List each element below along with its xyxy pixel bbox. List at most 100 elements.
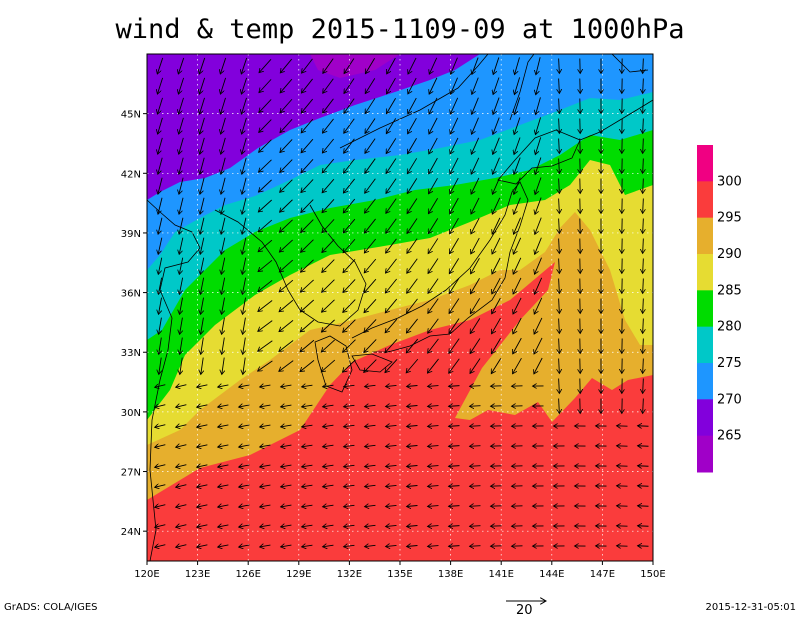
reference-vector-label: 20 [516,603,533,618]
wind-vector [239,485,250,487]
wind-vector [242,157,247,174]
wind-vector [643,158,644,174]
wind-vector [258,179,272,192]
wind-vector [643,318,644,334]
wind-vector [364,278,377,293]
wind-vector [259,58,272,72]
wind-vector [407,278,418,293]
wind-vector [155,465,166,468]
wind-vector [429,97,438,114]
wind-vector [449,406,460,407]
wind-vector [321,339,335,352]
wind-vector [222,317,225,335]
wind-vector [428,258,439,274]
wind-vector [239,545,250,547]
wind-vector [321,359,336,372]
wind-vector [387,77,396,94]
wind-vector [407,158,418,173]
wind-vector [197,505,208,507]
wind-vector [176,405,187,408]
wind-vector [178,77,185,94]
wind-vector [176,485,187,488]
wind-vector [242,277,247,295]
wind-vector [323,405,334,407]
latitude-axis: 24N 27N 30N 33N 36N 39N 42N 45N [121,110,147,538]
wind-vector [281,385,292,387]
wind-vector [449,318,460,334]
wind-vector [258,300,273,312]
wind-vector [407,485,418,486]
wind-vector [222,357,224,375]
wind-vector [301,219,314,233]
wind-vector [200,197,205,215]
lon-tick-label: 138E [438,569,463,580]
wind-vector [242,217,247,235]
wind-vector [323,525,334,527]
wind-vector [643,78,644,94]
wind-vector [343,238,356,253]
lat-tick-label: 39N [121,229,141,240]
wind-vector [470,278,480,294]
wind-vector [470,486,481,487]
wind-vector [157,77,164,94]
wind-vector [342,359,356,372]
wind-vector [365,545,376,546]
wind-vector [159,357,161,375]
wind-vector [407,138,417,154]
wind-vector [429,77,438,94]
lat-tick-label: 27N [121,468,141,479]
wind-vector [491,358,502,373]
wind-vector [300,299,315,312]
wind-vector [471,117,479,135]
wind-vector [344,58,355,73]
wind-vector [406,318,418,333]
wind-vector [365,385,376,386]
wind-vector [301,239,314,253]
wind-vector [492,277,501,294]
wind-vector [428,386,439,387]
wind-vector [218,425,229,427]
wind-vector [386,138,397,153]
colorbar-label: 280 [717,320,742,335]
wind-vector [179,177,184,194]
temp-band-265-270 [147,54,480,200]
wind-vector [643,198,644,214]
wind-vector [536,97,541,114]
wind-vector [218,445,229,447]
wind-vector [260,405,271,407]
wind-vector [559,118,560,134]
wind-vector [470,526,481,527]
colorbar-label: 265 [717,429,742,444]
wind-vector [428,426,439,427]
wind-vector [365,98,376,113]
wind-vector [343,339,356,353]
wind-vector [513,357,522,374]
wind-vector [386,198,397,214]
colorbar-swatch [697,363,713,400]
wind-vector [407,425,418,426]
wind-vector [279,299,294,311]
wind-vector [199,57,206,74]
wind-vector [449,278,460,293]
wind-vector [492,297,501,314]
lon-tick-label: 150E [640,569,665,580]
wind-vector [449,446,460,447]
wind-vector [472,57,479,75]
lat-tick-label: 33N [121,348,141,359]
wind-vector [344,98,355,114]
wind-vector [386,545,397,546]
wind-vector [221,137,226,154]
wind-vector [179,197,184,215]
wind-vector [493,117,500,135]
wind-vector [492,257,501,274]
wind-vector [514,77,521,94]
wind-vector [365,118,376,134]
wind-vector [471,137,480,154]
wind-vector [242,297,246,315]
wind-vector [344,78,355,94]
wind-vector [242,237,247,255]
wind-vector [322,198,335,212]
wind-vector [385,278,397,293]
hokkaido-coast [497,129,581,185]
